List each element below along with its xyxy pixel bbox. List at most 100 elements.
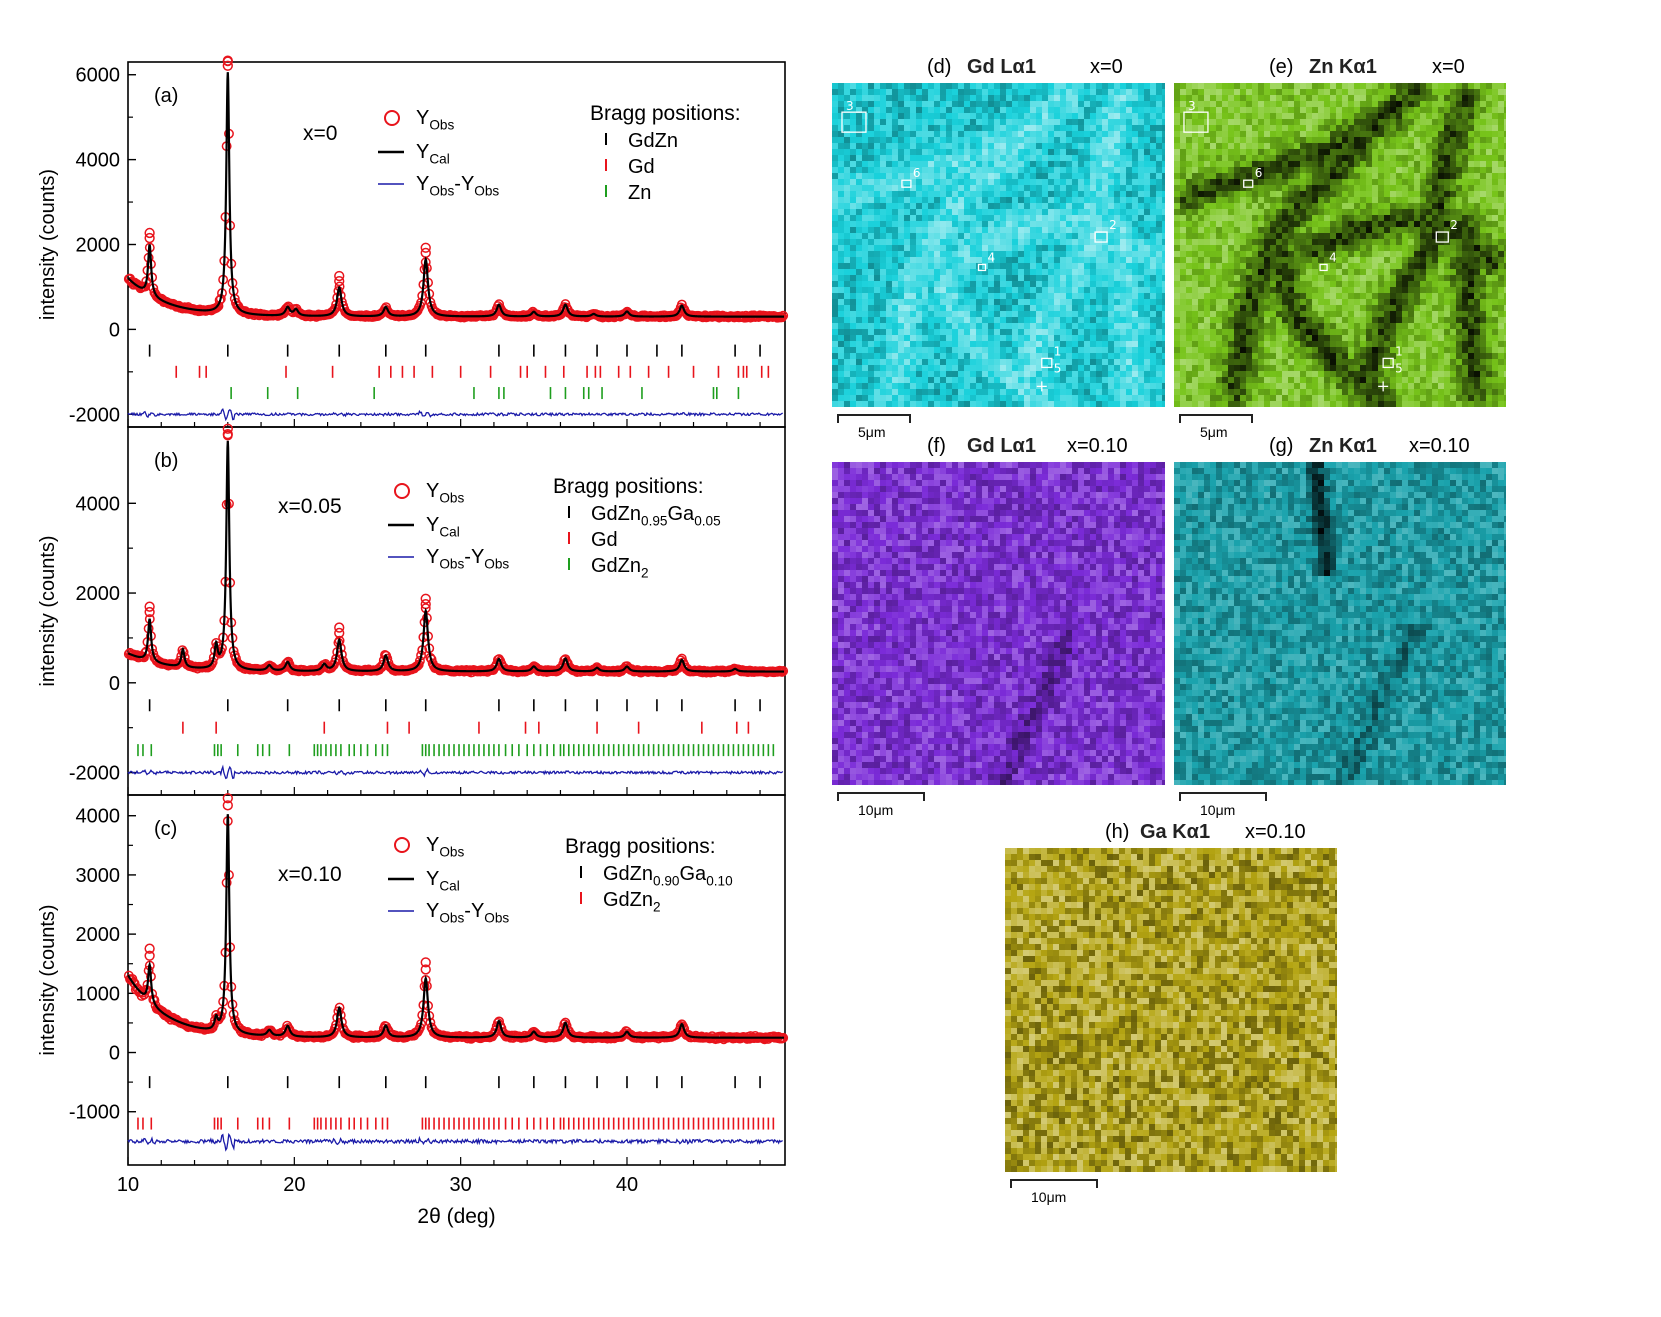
- map-pixel: [1138, 329, 1144, 335]
- map-pixel: [1024, 329, 1030, 335]
- map-pixel: [988, 89, 994, 95]
- map-pixel: [1036, 287, 1042, 293]
- map-pixel: [898, 107, 904, 113]
- map-pixel: [886, 335, 892, 341]
- map-pixel: [970, 269, 976, 275]
- map-pixel: [1006, 209, 1012, 215]
- map-pixel: [1114, 137, 1120, 143]
- map-pixel: [1120, 239, 1126, 245]
- map-pixel: [1144, 137, 1150, 143]
- map-pixel: [1132, 101, 1138, 107]
- map-pixel: [1036, 233, 1042, 239]
- map-pixel: [1138, 299, 1144, 305]
- map-pixel: [1048, 155, 1054, 161]
- y-axis-label: intensity (counts): [37, 535, 59, 686]
- map-pixel: [1024, 89, 1030, 95]
- map-pixel: [1072, 131, 1078, 137]
- map-pixel: [850, 353, 856, 359]
- map-pixel: [970, 155, 976, 161]
- bragg-ticks-2: [137, 744, 775, 757]
- map-pixel: [964, 167, 970, 173]
- map-pixel: [1132, 251, 1138, 257]
- map-pixel: [1102, 353, 1108, 359]
- map-pixel: [898, 365, 904, 371]
- map-pixel: [1078, 173, 1084, 179]
- map-pixel: [1156, 173, 1162, 179]
- map-pixel: [1060, 137, 1066, 143]
- map-pixel: [1126, 209, 1132, 215]
- map-pixel: [1084, 269, 1090, 275]
- map-pixel: [1000, 311, 1006, 317]
- map-pixel: [922, 293, 928, 299]
- map-pixel: [910, 137, 916, 143]
- map-pixel: [886, 281, 892, 287]
- map-pixel: [934, 275, 940, 281]
- map-pixel: [982, 167, 988, 173]
- map-pixel: [1048, 83, 1054, 89]
- map-pixel: [1048, 107, 1054, 113]
- map-pixel: [868, 107, 874, 113]
- map-pixel: [970, 263, 976, 269]
- map-pixel: [898, 299, 904, 305]
- map-pixel: [934, 269, 940, 275]
- map-pixel: [1156, 179, 1162, 185]
- map-pixel: [1132, 311, 1138, 317]
- map-pixel: [988, 329, 994, 335]
- map-pixel: [1060, 233, 1066, 239]
- map-pixel: [964, 215, 970, 221]
- map-pixel: [892, 149, 898, 155]
- map-pixel: [1006, 113, 1012, 119]
- map-pixel: [922, 167, 928, 173]
- map-pixel: [1144, 293, 1150, 299]
- map-pixel: [964, 149, 970, 155]
- map-pixel: [880, 167, 886, 173]
- map-pixel: [1024, 359, 1030, 365]
- map-pixel: [970, 179, 976, 185]
- map-pixel: [1162, 197, 1165, 203]
- map-pixel: [850, 263, 856, 269]
- map-pixel: [1084, 365, 1090, 371]
- map-pixel: [838, 329, 844, 335]
- map-pixel: [988, 317, 994, 323]
- map-pixel: [1144, 101, 1150, 107]
- map-pixel: [964, 341, 970, 347]
- map-pixel: [1006, 83, 1012, 89]
- map-pixel: [970, 353, 976, 359]
- map-pixel: [1054, 203, 1060, 209]
- map-pixel: [1048, 125, 1054, 131]
- map-pixel: [1030, 335, 1036, 341]
- map-pixel: [1042, 161, 1048, 167]
- map-pixel: [1072, 311, 1078, 317]
- map-pixel: [988, 191, 994, 197]
- map-pixel: [928, 89, 934, 95]
- map-pixel: [1078, 335, 1084, 341]
- map-pixel: [886, 149, 892, 155]
- map-pixel: [904, 275, 910, 281]
- map-pixel: [910, 353, 916, 359]
- map-pixel: [1096, 263, 1102, 269]
- map-pixel: [1012, 161, 1018, 167]
- map-pixel: [946, 377, 952, 383]
- map-pixel: [922, 233, 928, 239]
- map-pixel: [880, 143, 886, 149]
- map-pixel: [982, 113, 988, 119]
- map-pixel: [946, 173, 952, 179]
- map-pixel: [1120, 365, 1126, 371]
- map-pixel: [910, 377, 916, 383]
- map-pixel: [1150, 323, 1156, 329]
- map-pixel: [976, 335, 982, 341]
- map-pixel: [1054, 89, 1060, 95]
- map-pixel: [946, 221, 952, 227]
- map-pixel: [1060, 281, 1066, 287]
- map-pixel: [1144, 119, 1150, 125]
- map-pixel: [892, 245, 898, 251]
- map-pixel: [952, 173, 958, 179]
- y-tick-label: 3000: [76, 865, 121, 887]
- map-pixel: [1108, 143, 1114, 149]
- map-pixel: [1072, 179, 1078, 185]
- map-pixel: [976, 143, 982, 149]
- map-pixel: [916, 287, 922, 293]
- map-pixel: [916, 377, 922, 383]
- map-pixel: [958, 293, 964, 299]
